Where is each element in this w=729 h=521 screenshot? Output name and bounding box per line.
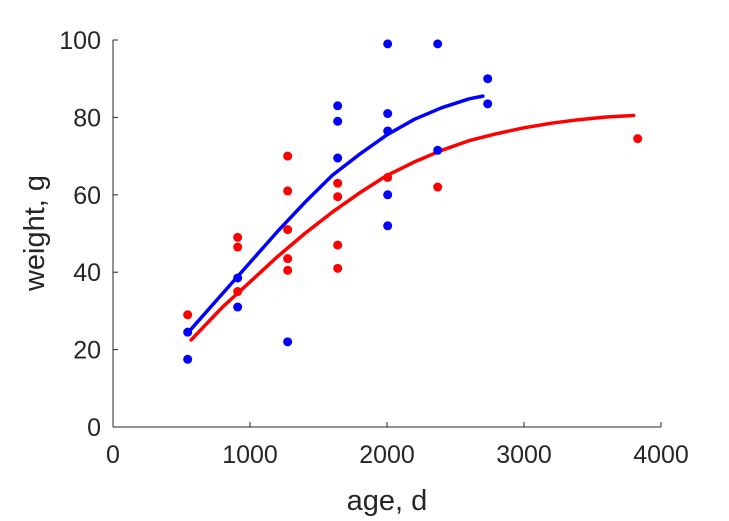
- y-tick-label: 20: [73, 337, 101, 365]
- data-point-series-1: [383, 221, 393, 231]
- y-ticks: 0 20 40 60 80 100: [59, 27, 118, 442]
- fit-lines: [186, 94, 636, 342]
- axes: [112, 40, 661, 428]
- data-point-series-1: [433, 145, 443, 155]
- y-axis-label: weight, g: [19, 175, 51, 292]
- data-point-series-2: [633, 134, 643, 144]
- data-point-series-1: [183, 327, 193, 337]
- data-point-series-1: [333, 116, 343, 126]
- data-point-series-1: [483, 74, 493, 84]
- x-tick-label: 1000: [222, 441, 278, 469]
- data-point-series-1: [283, 337, 293, 347]
- x-tick-label: 4000: [633, 441, 689, 469]
- data-point-series-1: [383, 39, 393, 49]
- data-point-series-1: [483, 99, 493, 109]
- data-point-series-2: [333, 178, 343, 188]
- data-point-series-2: [283, 265, 293, 275]
- data-point-series-2: [433, 182, 443, 192]
- data-point-series-2: [283, 151, 293, 161]
- data-point-series-2: [383, 172, 393, 182]
- data-point-series-1: [383, 126, 393, 136]
- data-point-series-1: [233, 302, 243, 312]
- x-tick-label: 2000: [359, 441, 415, 469]
- y-tick-label: 0: [87, 414, 101, 442]
- data-point-series-2: [333, 192, 343, 202]
- data-point-series-1: [433, 39, 443, 49]
- fit-line-2: [189, 113, 636, 342]
- data-point-series-1: [183, 354, 193, 364]
- data-point-series-1: [233, 273, 243, 283]
- data-point-series-2: [283, 225, 293, 235]
- data-points: [183, 39, 643, 364]
- data-point-series-1: [333, 153, 343, 163]
- data-point-series-2: [283, 254, 293, 264]
- x-tick-label: 0: [106, 441, 120, 469]
- y-tick-label: 60: [73, 182, 101, 210]
- x-axis-label: age, d: [347, 485, 428, 517]
- x-ticks: 0 1000 2000 3000 4000: [106, 422, 689, 469]
- fit-line-1: [186, 94, 485, 334]
- data-point-series-2: [183, 310, 193, 320]
- y-tick-label: 100: [59, 27, 101, 55]
- data-point-series-2: [233, 242, 243, 252]
- x-tick-label: 3000: [496, 441, 552, 469]
- data-point-series-1: [333, 101, 343, 111]
- data-point-series-1: [383, 109, 393, 119]
- data-point-series-2: [233, 232, 243, 242]
- data-point-series-2: [283, 186, 293, 196]
- data-point-series-2: [333, 240, 343, 250]
- y-tick-label: 40: [73, 259, 101, 287]
- y-tick-label: 80: [73, 104, 101, 132]
- data-point-series-2: [333, 263, 343, 273]
- data-point-series-2: [233, 287, 243, 297]
- data-point-series-1: [383, 190, 393, 200]
